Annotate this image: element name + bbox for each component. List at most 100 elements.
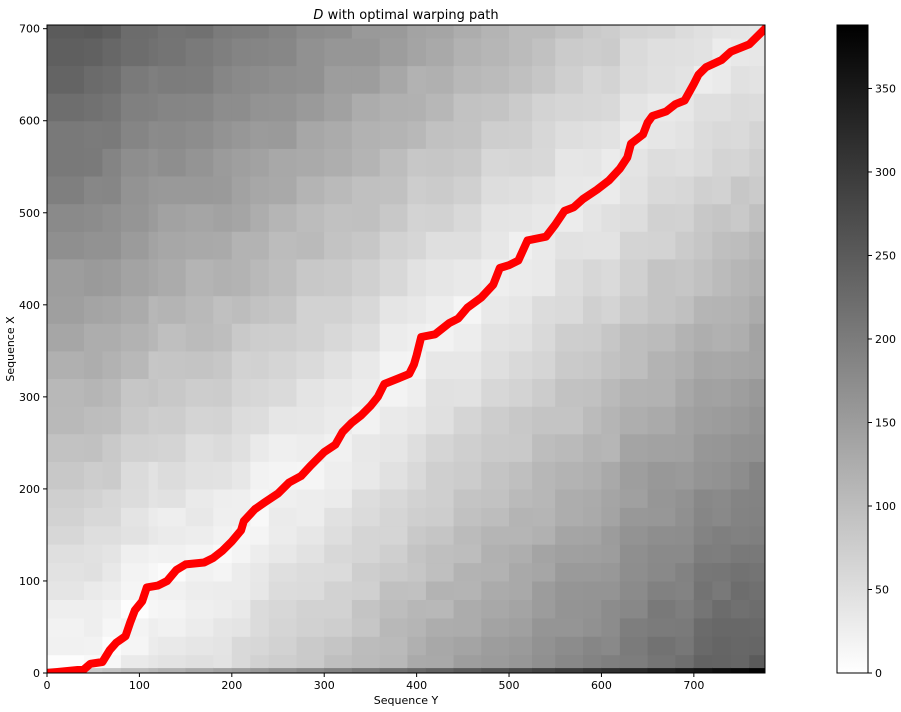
- plot-frame: [46, 24, 766, 674]
- heatmap-cell: [231, 562, 251, 582]
- heatmap-cell: [157, 525, 187, 545]
- heatmap-cell: [102, 37, 122, 67]
- heatmap-cell: [407, 636, 427, 656]
- heatmap-cell: [102, 406, 122, 435]
- heatmap-cell: [555, 617, 584, 637]
- heatmap-cell: [102, 525, 122, 545]
- heatmap-cell: [324, 176, 353, 205]
- heatmap-cell: [47, 488, 85, 508]
- heatmap-cell: [351, 654, 381, 669]
- heatmap-cell: [453, 37, 482, 67]
- heatmap-cell: [619, 599, 649, 619]
- heatmap-cell: [185, 525, 214, 545]
- heatmap-cell: [425, 433, 455, 462]
- heatmap-cell: [453, 350, 482, 379]
- heatmap-cell: [84, 323, 104, 352]
- heatmap-cell: [749, 667, 765, 673]
- heatmap-cell: [712, 544, 732, 564]
- heatmap-cell: [148, 176, 159, 205]
- heatmap-cell: [749, 258, 765, 297]
- heatmap-cell: [120, 37, 150, 67]
- heatmap-cell: [619, 544, 649, 564]
- heatmap-cell: [250, 461, 270, 490]
- heatmap-cell: [47, 581, 85, 600]
- heatmap-cell: [749, 93, 765, 122]
- heatmap-cell: [583, 37, 603, 67]
- heatmap-cell: [84, 461, 104, 490]
- heatmap-cell: [157, 231, 187, 260]
- heatmap-cell: [532, 406, 556, 435]
- heatmap-cell: [532, 599, 556, 619]
- heatmap-cell: [213, 295, 233, 324]
- heatmap-cell: [712, 25, 732, 39]
- colorbar-tick-label: 300: [875, 166, 896, 179]
- heatmap-cell: [148, 323, 159, 352]
- heatmap-cell: [583, 488, 603, 508]
- heatmap-cell: [148, 433, 159, 462]
- heatmap-cell: [425, 120, 455, 149]
- heatmap-cell: [453, 433, 482, 462]
- heatmap-cell: [324, 636, 353, 656]
- heatmap-cell: [749, 65, 765, 94]
- heatmap-cell: [532, 93, 556, 122]
- heatmap-cell: [102, 378, 122, 407]
- heatmap-cell: [213, 654, 233, 669]
- heatmap-cell: [509, 93, 533, 122]
- warping-path-layer: [47, 25, 765, 673]
- heatmap-cell: [268, 120, 298, 149]
- heatmap-cell: [407, 461, 427, 490]
- heatmap-cell: [509, 599, 533, 619]
- heatmap-cell: [693, 378, 713, 407]
- heatmap-cell: [453, 406, 482, 435]
- heatmap-cell: [379, 562, 408, 582]
- heatmap-cell: [157, 37, 187, 67]
- heatmap-cell: [453, 617, 482, 637]
- heatmap-cell: [532, 433, 556, 462]
- heatmap-cell: [453, 636, 482, 656]
- heatmap-cell: [693, 507, 713, 527]
- heatmap-cell: [213, 488, 233, 508]
- heatmap-cell: [407, 258, 427, 297]
- heatmap-cell: [324, 581, 353, 600]
- heatmap-cell: [84, 231, 104, 260]
- heatmap-cell: [102, 599, 122, 619]
- heatmap-cell: [120, 507, 150, 527]
- heatmap-cell: [213, 176, 233, 205]
- heatmap-cell: [693, 203, 713, 232]
- heatmap-cell: [693, 581, 713, 600]
- heatmap-cell: [481, 617, 510, 637]
- heatmap-cell: [351, 617, 381, 637]
- heatmap-cell: [749, 599, 765, 619]
- heatmap-cell: [324, 258, 353, 297]
- heatmap-cell: [532, 203, 556, 232]
- colorbar-tick-label: 200: [875, 333, 896, 346]
- heatmap-cell: [619, 93, 649, 122]
- heatmap-cell: [675, 231, 695, 260]
- heatmap-cell: [481, 378, 510, 407]
- heatmap-cell: [532, 65, 556, 94]
- heatmap-cell: [351, 231, 381, 260]
- heatmap-cell: [555, 25, 584, 39]
- heatmap-cell: [532, 525, 556, 545]
- heatmap-cell: [601, 599, 621, 619]
- heatmap-cell: [509, 562, 533, 582]
- heatmap-cell: [185, 507, 214, 527]
- heatmap-cell: [453, 93, 482, 122]
- heatmap-cell: [84, 295, 104, 324]
- heatmap-cell: [84, 37, 104, 67]
- heatmap-cell: [351, 93, 381, 122]
- heatmap-cell: [509, 323, 533, 352]
- heatmap-cell: [102, 488, 122, 508]
- heatmap-cell: [351, 203, 381, 232]
- heatmap-cell: [425, 581, 455, 600]
- heatmap-cell: [47, 617, 85, 637]
- heatmap-cell: [481, 25, 510, 39]
- heatmap-cell: [555, 507, 584, 527]
- heatmap-cell: [712, 433, 732, 462]
- heatmap-cell: [712, 203, 732, 232]
- heatmap-cell: [532, 25, 556, 39]
- heatmap-cell: [601, 544, 621, 564]
- heatmap-cell: [693, 562, 713, 582]
- heatmap-cell: [555, 120, 584, 149]
- heatmap-cell: [619, 350, 649, 379]
